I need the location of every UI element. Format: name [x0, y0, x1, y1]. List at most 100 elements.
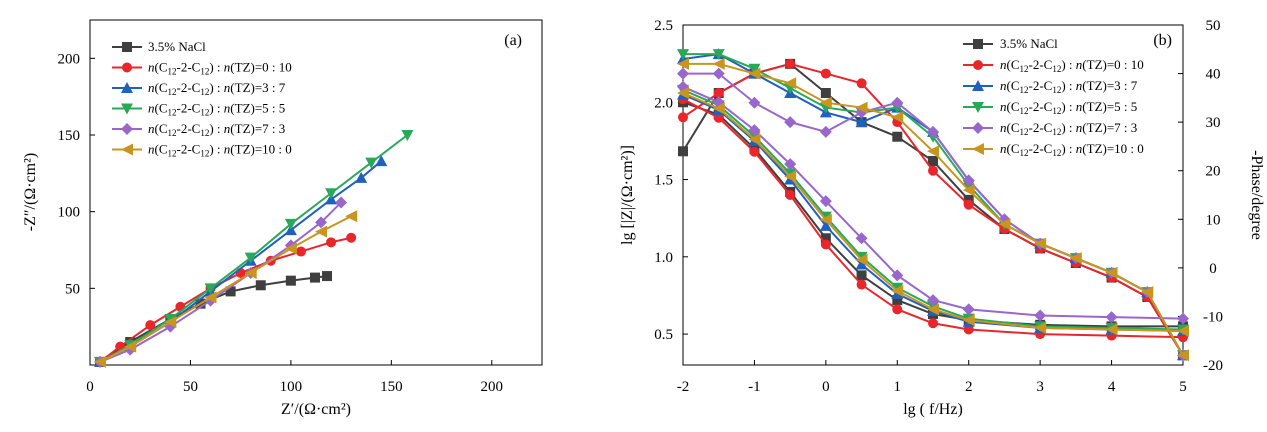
panel-a-x-axis-label: Z′/(Ω·cm²): [281, 401, 351, 418]
impedance-point: [855, 258, 868, 270]
y-tick-label: 1.5: [654, 173, 673, 189]
panel-a-legend: 3.5% NaCl n(C12-2-C12) : n(TZ)=0 : 10 n(C1…: [112, 39, 292, 159]
y2-tick-label: -20: [1203, 358, 1223, 374]
panel-b-y-axis-label: lg [|Z|/(Ω·cm²)]: [619, 145, 636, 245]
x-tick-label: 4: [1108, 379, 1116, 395]
phase-point: [677, 49, 689, 61]
data-point: [315, 225, 328, 238]
legend-marker: [972, 122, 984, 134]
phase-point: [855, 101, 868, 114]
impedance-point: [677, 87, 689, 99]
impedance-point: [713, 112, 724, 123]
impedance-point: [1034, 321, 1047, 334]
impedance-point: [962, 303, 975, 316]
x-tick-label: 100: [280, 379, 303, 395]
phase-point: [891, 111, 904, 124]
phase-point: [819, 125, 832, 138]
x-tick-label: 50: [183, 379, 198, 395]
data-point: [309, 272, 320, 283]
legend-label: n(C12-2-C12) : n(TZ)=10 : 0: [1000, 141, 1144, 158]
impedance-line: [682, 101, 1183, 328]
impedance-line: [682, 88, 1184, 331]
y-tick-label: 100: [58, 205, 81, 221]
legend-label: n(C12-2-C12) : n(TZ)=3 : 7: [1000, 78, 1138, 95]
data-point: [355, 171, 368, 183]
impedance-point: [820, 239, 831, 250]
phase-point: [785, 58, 796, 69]
phase-point: [928, 165, 938, 176]
phase-point: [748, 63, 761, 75]
impedance-point: [785, 190, 796, 200]
panel-a-ticks: 0 50 100 150 200 50 100 150 200: [58, 51, 504, 395]
legend-label: n(C12-2-C12) : n(TZ)=0 : 10: [148, 60, 292, 77]
y2-tick-label: 30: [1206, 115, 1221, 131]
impedance-point: [784, 158, 797, 171]
impedance-point: [748, 124, 761, 137]
impedance-line: [682, 98, 1184, 339]
data-point: [284, 218, 297, 230]
x-tick-label: 150: [380, 379, 403, 395]
phase-point: [1105, 266, 1118, 279]
legend-label: n(C12-2-C12) : n(TZ)=10 : 0: [148, 142, 292, 159]
legend-marker: [121, 123, 133, 135]
data-point: [375, 155, 388, 167]
phase-point: [892, 131, 903, 142]
impedance-point: [891, 284, 904, 297]
impedance-point: [927, 303, 939, 316]
phase-point: [712, 49, 725, 61]
phase-point: [855, 116, 868, 128]
phase-point: [820, 88, 831, 98]
x-tick-label: 0: [822, 379, 830, 395]
legend-marker: [973, 39, 983, 49]
y2-tick-label: 40: [1206, 67, 1221, 83]
phase-point: [712, 57, 725, 70]
data-point: [322, 271, 333, 282]
legend-label: 3.5% NaCl: [148, 39, 206, 54]
data-point: [225, 286, 236, 297]
y2-tick-label: -10: [1203, 309, 1223, 325]
phase-point: [963, 199, 974, 210]
panel-a-y-axis-label: -Z″/(Ω·cm²): [22, 153, 39, 231]
series-line: [99, 236, 352, 363]
x-tick-label: 200: [481, 379, 504, 395]
impedance-point: [927, 294, 939, 307]
data-point: [326, 237, 337, 248]
phase-point: [748, 67, 761, 80]
y-tick-label: 150: [58, 128, 81, 144]
panel-b-legend: 3.5% NaCl n(C12-2-C12) : n(TZ)=0 : 10 n(C1…: [963, 36, 1144, 158]
impedance-point: [1177, 325, 1189, 337]
x-tick-label: 1: [894, 379, 902, 395]
data-point: [255, 280, 266, 291]
y-tick-label: 2.5: [654, 18, 673, 34]
phase-point: [784, 116, 797, 129]
panel-b-ticks: -2 -1 0 1 2 3 4 50.51.01.52.02.5-20-10010203040…: [654, 18, 1223, 395]
y2-tick-label: 20: [1206, 164, 1221, 180]
phase-point: [678, 112, 688, 123]
phase-point: [820, 68, 831, 79]
phase-point: [678, 146, 688, 157]
legend-marker: [972, 143, 984, 155]
legend-marker: [121, 82, 133, 93]
data-point: [285, 275, 296, 286]
phase-point: [891, 96, 904, 109]
impedance-point: [855, 232, 868, 245]
data-point: [244, 252, 257, 264]
panel-b-right-y-axis-label: -Phase/degree: [1248, 150, 1265, 240]
data-point: [204, 283, 217, 295]
phase-point: [677, 67, 689, 80]
legend-label: n(C12-2-C12) : n(TZ)=7 : 3: [1000, 120, 1137, 137]
phase-point: [962, 174, 975, 187]
legend-marker: [972, 102, 984, 113]
series-line: [99, 215, 352, 363]
data-point: [145, 320, 156, 331]
phase-point: [927, 125, 939, 138]
data-point: [335, 196, 348, 209]
panel-b-x-axis-label: lg ( f/Hz): [903, 401, 963, 418]
panel-a-nyquist-plot: 0 50 100 150 200 50 100 150 200 (a) Z′/(Ω·cm²) -…: [22, 19, 543, 418]
impedance-point: [1034, 309, 1047, 322]
legend-marker: [122, 62, 132, 73]
legend-label: n(C12-2-C12) : n(TZ)=7 : 3: [148, 121, 285, 138]
phase-point: [856, 78, 867, 89]
impedance-point: [856, 270, 867, 281]
phase-point: [713, 88, 724, 98]
